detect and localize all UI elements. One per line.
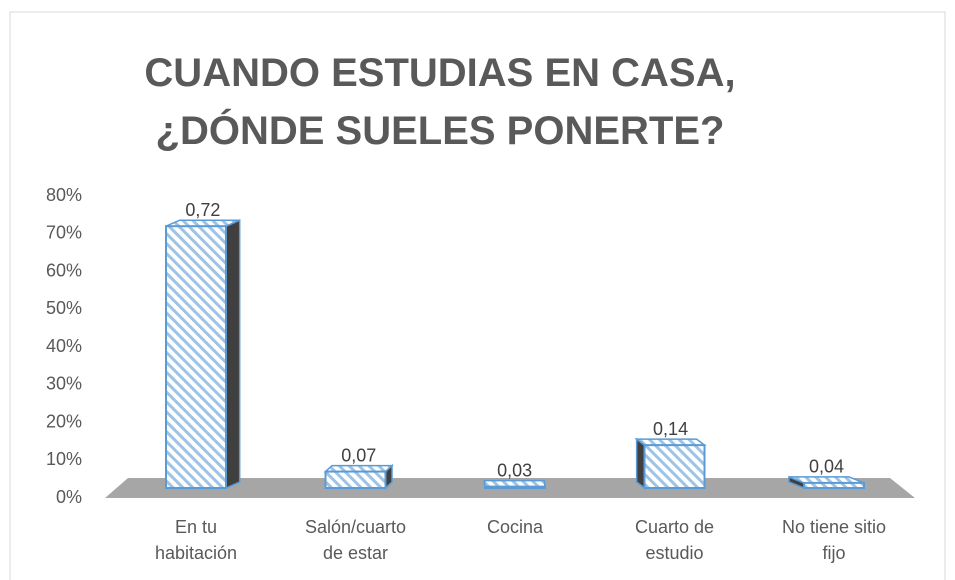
x-tick-label: Salón/cuarto de estar <box>304 517 407 563</box>
y-tick-label: 80% <box>46 185 82 205</box>
bar-side <box>225 219 241 490</box>
value-label: 0,07 <box>341 445 376 465</box>
bar <box>788 475 865 490</box>
value-label: 0,04 <box>809 457 844 477</box>
y-tick-label: 50% <box>46 298 82 318</box>
value-label: 0,72 <box>185 200 220 220</box>
y-tick-label: 30% <box>46 374 82 394</box>
y-tick-label: 70% <box>46 223 82 243</box>
value-label: 0,14 <box>653 419 688 439</box>
y-tick-label: 20% <box>46 411 82 431</box>
chart-border <box>9 11 946 580</box>
y-tick-label: 60% <box>46 260 82 280</box>
y-tick-label: 40% <box>46 336 82 356</box>
y-tick-label: 10% <box>46 449 82 469</box>
value-label: 0,03 <box>497 460 532 480</box>
x-tick-label: No tiene sitio fijo <box>781 517 887 563</box>
bar-side <box>635 437 646 490</box>
bar-front <box>165 225 227 489</box>
y-tick-label: 0% <box>56 487 82 507</box>
chart-title: CUANDO ESTUDIAS EN CASA, ¿DÓNDE SUELES P… <box>144 51 736 153</box>
bar-front <box>803 481 865 489</box>
bar-front <box>643 444 706 489</box>
bar <box>165 219 241 490</box>
bar <box>634 437 707 490</box>
bar-front <box>324 470 387 490</box>
x-tick-label: Cocina <box>486 517 544 537</box>
x-tick-label: Cuarto de estudio <box>634 517 715 563</box>
bar <box>483 479 546 489</box>
x-tick-label: En tu habitación <box>154 517 238 563</box>
bar <box>323 463 394 490</box>
bar-front <box>484 485 546 489</box>
